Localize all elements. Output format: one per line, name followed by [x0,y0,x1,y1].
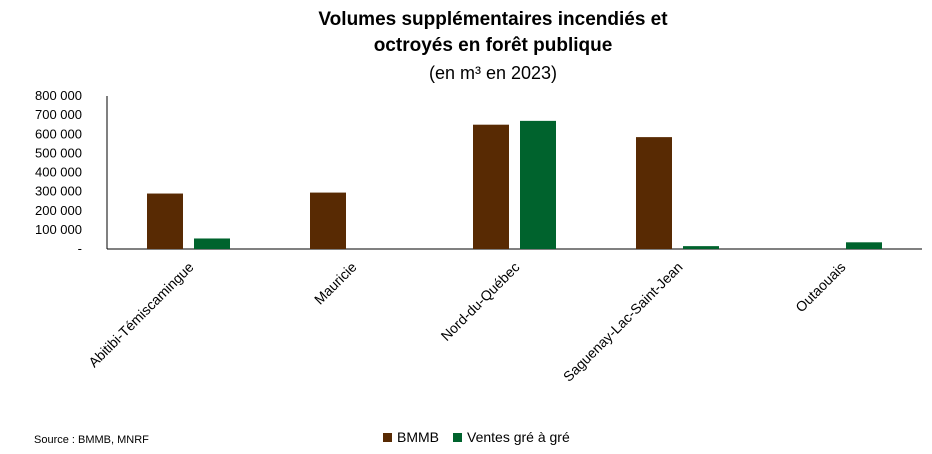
bar-bmmb [636,137,672,249]
x-tick-label: Abitibi-Témiscamingue [85,259,197,371]
y-tick-label: 700 000 [35,107,82,122]
legend-item-ventes: Ventes gré à gré [453,429,570,445]
chart-title-line2: octroyés en forêt publique [373,35,613,56]
chart-subtitle: (en m³ en 2023) [428,63,558,83]
x-tick-label: Mauricie [311,259,360,308]
y-tick-label: 100 000 [35,222,82,237]
y-tick-label: 800 000 [35,88,82,103]
legend-swatch-ventes [453,432,462,442]
bar-chart: - 100 000 200 000 300 000 400 000 500 000 600 … [35,88,922,385]
y-tick-label: 600 000 [35,126,82,141]
bar-ventes [683,246,719,249]
x-tick-label: Saguenay-Lac-Saint-Jean [560,259,686,385]
y-tick-label: 200 000 [35,203,82,218]
y-tick-label: - [78,241,82,256]
bar-bmmb [473,124,509,249]
legend-item-bmmb: BMMB [383,429,439,445]
legend: BMMB Ventes gré à gré [383,429,584,445]
legend-label-bmmb: BMMB [397,429,439,445]
legend-swatch-bmmb [383,432,392,442]
y-tick-label: 500 000 [35,145,82,160]
bar-ventes [846,242,882,249]
source-note: Source : BMMB, MNRF [34,434,149,446]
x-tick-label: Nord-du-Québec [438,259,523,344]
bar-bmmb [310,192,346,249]
y-tick-label: 400 000 [35,165,82,180]
legend-label-ventes: Ventes gré à gré [467,429,570,445]
x-tick-label: Outaouais [792,259,848,315]
chart-title-line1: Volumes supplémentaires incendiés et [318,9,668,30]
y-tick-label: 300 000 [35,184,82,199]
bar-ventes [194,238,230,249]
bar-bmmb [147,193,183,249]
bar-ventes [520,120,556,249]
